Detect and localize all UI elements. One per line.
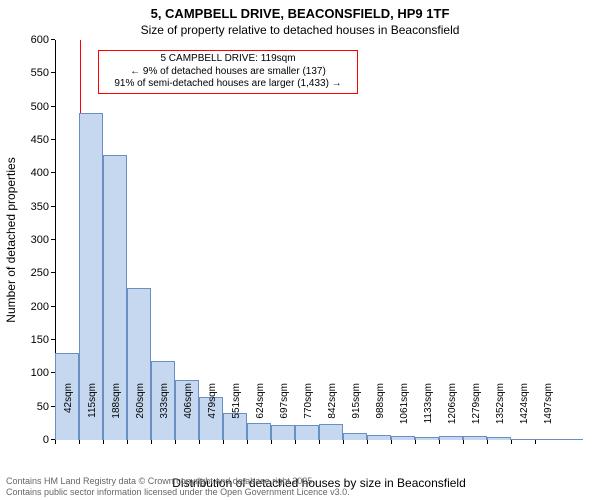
- annotation-line: 91% of semi-detached houses are larger (…: [103, 78, 353, 91]
- x-tick-label: 770sqm: [299, 383, 314, 431]
- histogram-bar: [367, 435, 391, 440]
- y-tick-mark: [51, 72, 55, 73]
- x-tick-mark: [439, 440, 440, 444]
- x-tick-label: 1424sqm: [515, 383, 530, 431]
- x-tick-label: 1352sqm: [491, 383, 506, 431]
- x-tick-mark: [127, 440, 128, 444]
- y-tick-mark: [51, 206, 55, 207]
- y-tick-mark: [51, 306, 55, 307]
- y-tick-label: 550: [31, 67, 49, 79]
- x-tick-label: 115sqm: [83, 383, 98, 431]
- y-tick-label: 300: [31, 234, 49, 246]
- x-tick-label: 842sqm: [323, 383, 338, 431]
- histogram-bar: [535, 439, 559, 440]
- y-tick-label: 600: [31, 34, 49, 46]
- x-tick-label: 1497sqm: [539, 383, 554, 431]
- x-tick-label: 1279sqm: [467, 383, 482, 431]
- y-tick-mark: [51, 272, 55, 273]
- y-tick-label: 0: [43, 434, 49, 446]
- x-tick-mark: [367, 440, 368, 444]
- chart-area: Number of detached properties Distributi…: [55, 40, 583, 440]
- annotation-box: 5 CAMPBELL DRIVE: 119sqm← 9% of detached…: [98, 50, 358, 94]
- y-tick-mark: [51, 239, 55, 240]
- annotation-line: ← 9% of detached houses are smaller (137…: [103, 66, 353, 79]
- x-tick-mark: [79, 440, 80, 444]
- y-tick-label: 100: [31, 367, 49, 379]
- y-axis-label: Number of detached properties: [4, 157, 18, 322]
- x-tick-mark: [343, 440, 344, 444]
- x-tick-label: 551sqm: [227, 383, 242, 431]
- x-tick-label: 1061sqm: [395, 383, 410, 431]
- y-tick-label: 250: [31, 267, 49, 279]
- x-tick-label: 333sqm: [155, 383, 170, 431]
- histogram-bar: [415, 437, 439, 440]
- y-tick-label: 400: [31, 167, 49, 179]
- y-tick-label: 500: [31, 101, 49, 113]
- histogram-bar: [559, 439, 583, 440]
- x-tick-label: 406sqm: [179, 383, 194, 431]
- histogram-bar: [439, 436, 463, 440]
- annotation-line: 5 CAMPBELL DRIVE: 119sqm: [103, 53, 353, 66]
- histogram-bar: [463, 436, 487, 440]
- x-tick-mark: [223, 440, 224, 444]
- x-tick-mark: [487, 440, 488, 444]
- x-tick-mark: [151, 440, 152, 444]
- x-tick-mark: [463, 440, 464, 444]
- x-tick-label: 1206sqm: [443, 383, 458, 431]
- y-tick-label: 50: [37, 401, 49, 413]
- x-tick-mark: [175, 440, 176, 444]
- x-tick-mark: [391, 440, 392, 444]
- footnote-line-2: Contains public sector information licen…: [6, 487, 350, 498]
- y-tick-label: 200: [31, 301, 49, 313]
- x-tick-label: 188sqm: [107, 383, 122, 431]
- y-tick-mark: [51, 39, 55, 40]
- x-tick-label: 260sqm: [131, 383, 146, 431]
- y-tick-mark: [51, 339, 55, 340]
- x-tick-label: 624sqm: [251, 383, 266, 431]
- x-tick-label: 1133sqm: [419, 383, 434, 431]
- histogram-bar: [391, 436, 415, 440]
- y-tick-label: 150: [31, 334, 49, 346]
- y-tick-label: 450: [31, 134, 49, 146]
- footnote-line-1: Contains HM Land Registry data © Crown c…: [6, 476, 350, 487]
- chart-subtitle: Size of property relative to detached ho…: [0, 23, 600, 37]
- x-tick-mark: [415, 440, 416, 444]
- x-tick-mark: [511, 440, 512, 444]
- y-tick-label: 350: [31, 201, 49, 213]
- histogram-bar: [511, 439, 535, 440]
- y-tick-mark: [51, 106, 55, 107]
- plot-area: Number of detached properties Distributi…: [55, 40, 583, 440]
- x-tick-mark: [271, 440, 272, 444]
- x-tick-mark: [103, 440, 104, 444]
- histogram-bar: [487, 437, 511, 440]
- histogram-bar: [343, 433, 367, 440]
- x-tick-mark: [295, 440, 296, 444]
- x-tick-mark: [319, 440, 320, 444]
- x-tick-label: 697sqm: [275, 383, 290, 431]
- x-tick-mark: [199, 440, 200, 444]
- y-tick-mark: [51, 139, 55, 140]
- x-tick-label: 988sqm: [371, 383, 386, 431]
- chart-title: 5, CAMPBELL DRIVE, BEACONSFIELD, HP9 1TF: [0, 0, 600, 21]
- x-tick-mark: [247, 440, 248, 444]
- x-tick-label: 479sqm: [203, 383, 218, 431]
- x-tick-label: 915sqm: [347, 383, 362, 431]
- x-tick-label: 42sqm: [59, 383, 74, 431]
- y-tick-mark: [51, 172, 55, 173]
- x-tick-mark: [535, 440, 536, 444]
- footnote: Contains HM Land Registry data © Crown c…: [6, 476, 350, 499]
- x-tick-mark: [55, 440, 56, 444]
